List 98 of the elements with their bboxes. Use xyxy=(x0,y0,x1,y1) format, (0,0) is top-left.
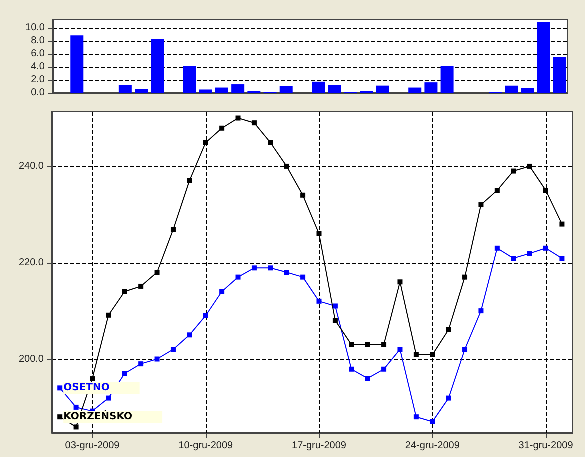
point xyxy=(252,266,257,271)
y-tick-label: 220.0 xyxy=(18,257,44,268)
x-tick-label: 17-gru-2009 xyxy=(292,440,347,452)
bar xyxy=(521,88,534,93)
point xyxy=(138,362,144,367)
point xyxy=(170,347,176,352)
bar xyxy=(505,86,518,93)
x-tick-label: 03-gru-2009 xyxy=(65,440,120,452)
bar xyxy=(118,85,132,93)
point xyxy=(544,188,549,194)
y-tick-label: 240.0 xyxy=(18,160,44,172)
point xyxy=(187,178,192,184)
bar xyxy=(232,84,245,93)
bar xyxy=(312,82,326,93)
point xyxy=(220,289,225,294)
bar xyxy=(537,22,550,93)
point xyxy=(236,274,241,280)
point xyxy=(446,327,452,332)
point xyxy=(122,289,128,294)
y-tick-label: 10.0 xyxy=(26,22,46,34)
point xyxy=(300,192,306,198)
bar xyxy=(70,36,84,93)
x-tick-label: 24-gru-2009 xyxy=(405,440,460,452)
point xyxy=(332,318,338,324)
bar xyxy=(183,66,196,93)
point xyxy=(284,164,290,169)
point xyxy=(74,404,79,410)
bar xyxy=(328,85,342,93)
point xyxy=(316,298,322,304)
series-label: OSETNO xyxy=(64,382,110,394)
point xyxy=(430,352,436,358)
point xyxy=(527,164,532,169)
bar xyxy=(199,90,212,93)
point xyxy=(560,222,565,227)
point xyxy=(220,126,225,131)
point xyxy=(138,284,144,289)
point xyxy=(268,140,274,146)
series-label: KORZEŃSKO xyxy=(64,410,133,423)
bar xyxy=(135,89,148,93)
point xyxy=(462,347,468,352)
bar xyxy=(553,57,566,93)
point xyxy=(527,251,532,256)
point xyxy=(511,256,516,262)
y-tick-label: 8.0 xyxy=(31,35,46,46)
point xyxy=(154,356,160,362)
bar xyxy=(440,66,454,93)
x-tick-label: 31-gru-2009 xyxy=(518,440,574,452)
point xyxy=(349,342,354,348)
bar xyxy=(408,88,422,93)
point xyxy=(203,140,208,146)
point xyxy=(382,342,387,348)
bar xyxy=(280,86,293,93)
bar xyxy=(424,82,438,93)
y-tick-label: 200.0 xyxy=(18,354,44,365)
point xyxy=(398,347,403,352)
point xyxy=(511,168,516,174)
bar xyxy=(151,40,164,93)
point xyxy=(430,419,436,424)
y-tick-label: 0.0 xyxy=(31,88,46,98)
point xyxy=(414,414,419,420)
bar xyxy=(215,88,228,93)
point xyxy=(478,308,484,314)
point xyxy=(365,376,370,382)
point xyxy=(187,332,192,338)
point xyxy=(58,386,63,391)
point xyxy=(382,366,387,372)
point xyxy=(316,231,322,236)
bar xyxy=(376,86,390,93)
y-tick-label: 4.0 xyxy=(31,61,46,72)
point xyxy=(494,188,500,194)
point xyxy=(349,366,354,372)
point xyxy=(478,202,484,208)
point xyxy=(332,304,338,309)
point xyxy=(74,424,79,430)
point xyxy=(106,396,112,401)
y-tick-label: 6.0 xyxy=(31,48,46,60)
point xyxy=(398,280,403,285)
point xyxy=(106,312,112,318)
point xyxy=(203,313,208,318)
point xyxy=(544,246,549,251)
point xyxy=(268,266,274,271)
point xyxy=(560,256,565,262)
point xyxy=(90,376,95,382)
x-tick-label: 10-gru-2009 xyxy=(178,440,234,452)
point xyxy=(414,352,419,358)
point xyxy=(236,116,241,121)
point xyxy=(154,270,160,275)
point xyxy=(170,227,176,232)
point xyxy=(462,274,468,280)
point xyxy=(122,371,128,376)
point xyxy=(284,270,290,275)
y-tick-label: 2.0 xyxy=(31,74,46,86)
point xyxy=(446,396,452,401)
point xyxy=(252,120,257,126)
point xyxy=(365,342,370,348)
point xyxy=(58,414,63,420)
point xyxy=(494,246,500,251)
point xyxy=(300,274,306,280)
